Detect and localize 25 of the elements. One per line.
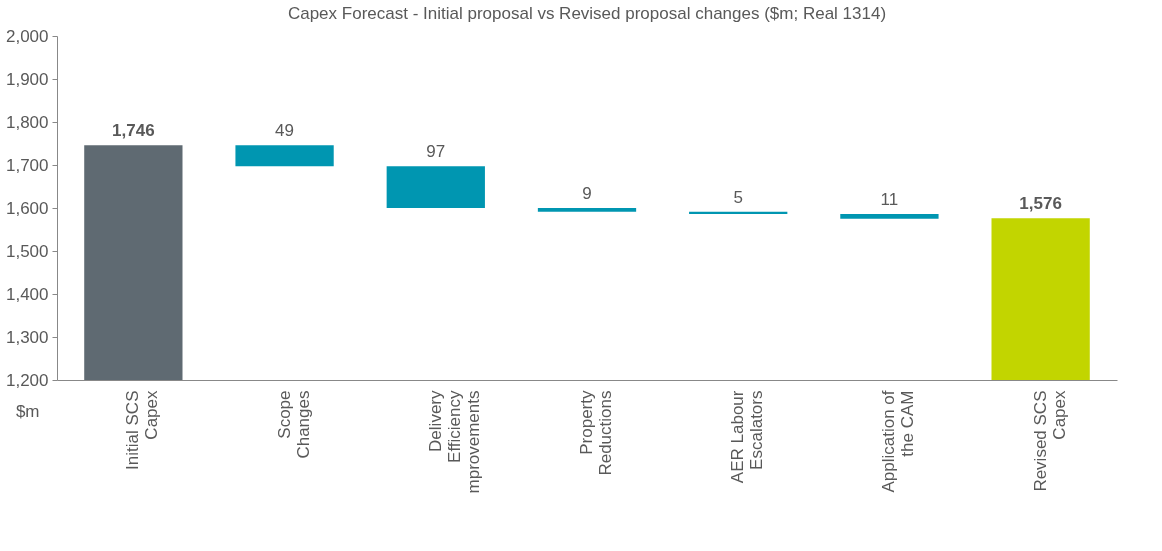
x-tick-label: AER Labour Escalators xyxy=(728,390,767,484)
data-label: 9 xyxy=(582,184,592,203)
data-label: 97 xyxy=(426,142,446,162)
data-label: 1,746 xyxy=(112,121,155,141)
chart-title: Capex Forecast - Initial proposal vs Revised proposal changes ($m; Real 1314) xyxy=(287,4,887,23)
x-tick-label: Scope Changes xyxy=(274,390,313,459)
x-tick-label: Delivery Efficiency mprovements xyxy=(425,390,483,494)
x-tick-label: Revised SCS Capex xyxy=(1030,390,1069,492)
x-tick-label: Application of the CAM xyxy=(879,390,918,493)
y-tick-label: 1,300 xyxy=(5,327,49,347)
data-label: 1,576 xyxy=(1019,194,1062,214)
y-tick-label: 1,500 xyxy=(5,241,49,261)
x-tick-label: Property Reductions xyxy=(577,390,615,476)
y-tick-label: 1,800 xyxy=(5,112,49,132)
data-label: 5 xyxy=(733,187,743,207)
y-tick-label: 2,000 xyxy=(5,26,49,46)
y-tick-label: 1,900 xyxy=(5,69,49,89)
y-tick-label: 1,600 xyxy=(5,198,49,218)
y-tick-label: 1,700 xyxy=(5,155,49,175)
x-tick-label: Initial SCS Capex xyxy=(123,390,162,470)
y-axis-title: $m xyxy=(15,401,40,421)
y-tick-label: 1,200 xyxy=(5,370,49,390)
data-label: 49 xyxy=(275,121,295,141)
data-label: 11 xyxy=(880,190,899,210)
y-tick-label: 1,400 xyxy=(5,284,49,304)
